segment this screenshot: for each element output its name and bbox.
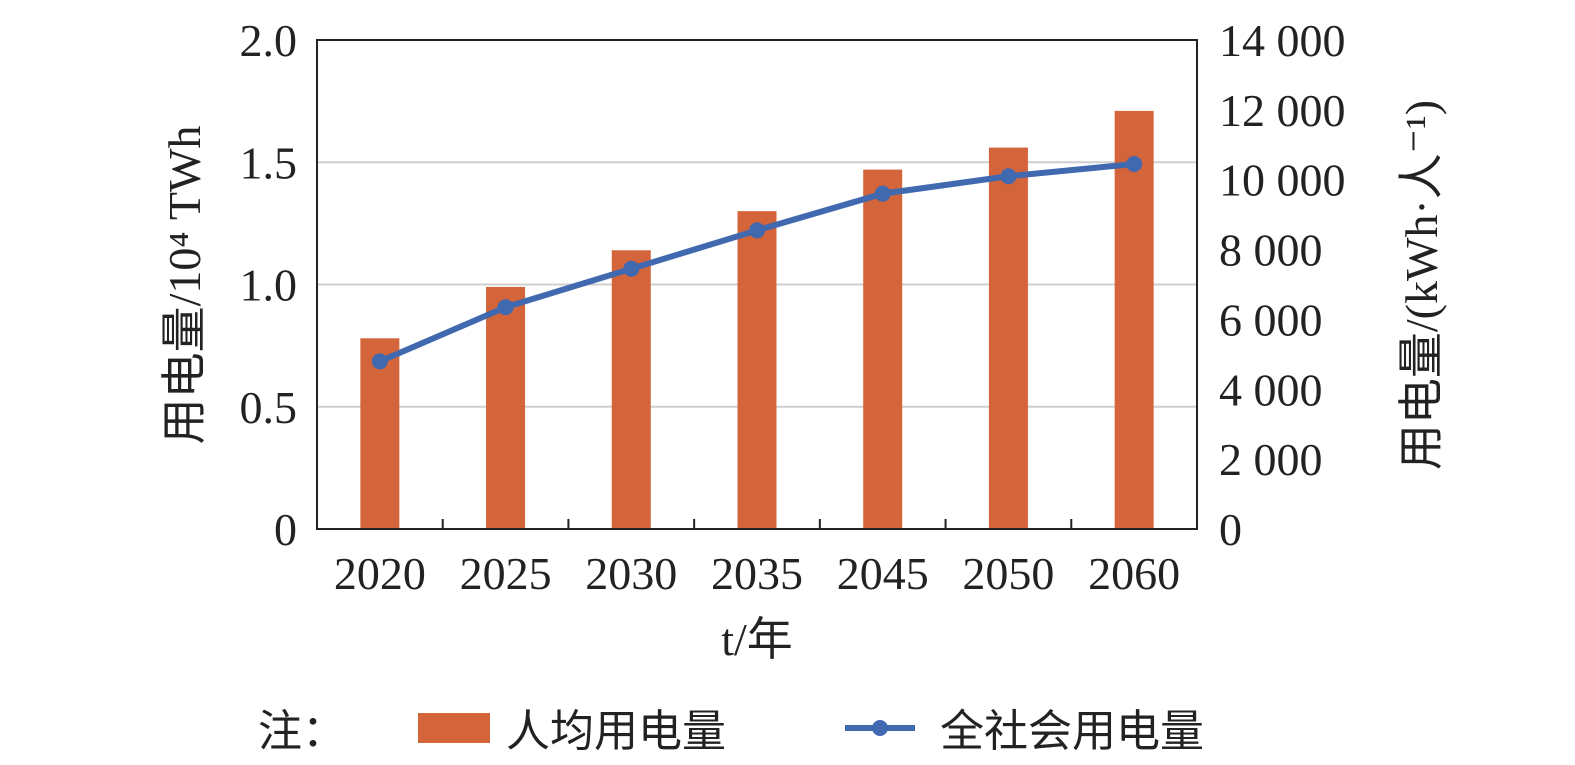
plot-frame	[316, 39, 1198, 530]
x-tick-label: 2030	[585, 548, 677, 599]
bar	[486, 286, 526, 529]
legend-swatch-marker	[872, 720, 888, 736]
bar	[863, 169, 903, 529]
legend: 注： 人均用电量 全社会用电量	[258, 707, 1204, 756]
y-left-tick-label: 1.5	[240, 137, 298, 188]
x-axis: 2020 2025 2030 2035 2045 2050 2060	[334, 548, 1180, 599]
legend-label-bar: 人均用电量	[506, 707, 726, 756]
line-series	[371, 155, 1143, 370]
y-left-tick-label: 0.5	[240, 382, 298, 433]
bar	[988, 147, 1028, 529]
y-right-tick-label: 2 000	[1219, 434, 1323, 485]
y-right-tick-label: 6 000	[1219, 294, 1323, 345]
x-tick-label: 2020	[334, 548, 426, 599]
y-left-tick-label: 0	[274, 504, 297, 555]
x-tick-label: 2045	[837, 548, 929, 599]
y-right-tick-label: 10 000	[1219, 155, 1346, 206]
line-point	[874, 185, 891, 202]
x-axis-title: t/年	[721, 614, 793, 665]
line-point	[1126, 155, 1143, 172]
bar-series	[360, 110, 1154, 529]
x-tick-label: 2050	[962, 548, 1054, 599]
bar	[360, 338, 400, 529]
legend-label-line: 全社会用电量	[940, 707, 1204, 756]
x-tick-label: 2035	[711, 548, 803, 599]
line-point	[623, 260, 640, 277]
x-tick-label: 2025	[460, 548, 552, 599]
y-axis-right-title: 用电量/(kWh·人⁻¹)	[1396, 100, 1447, 470]
y-right-tick-label: 0	[1219, 504, 1242, 555]
legend-prefix: 注：	[258, 707, 346, 756]
x-tick-label: 2060	[1088, 548, 1180, 599]
y-left-tick-label: 1.0	[240, 260, 298, 311]
line-point	[371, 353, 388, 370]
x-axis-ticks	[441, 519, 1073, 529]
y-left-tick-label: 2.0	[240, 15, 298, 66]
right-y-axis: 0 2 000 4 000 6 000 8 000 10 000 12 000 14 000	[1219, 15, 1346, 555]
y-right-tick-label: 14 000	[1219, 15, 1346, 66]
bar	[611, 250, 651, 529]
line-point	[497, 299, 514, 316]
legend-swatch-bar	[418, 713, 490, 743]
y-right-tick-label: 4 000	[1219, 364, 1323, 415]
y-right-tick-label: 8 000	[1219, 225, 1323, 276]
y-axis-left-title: 用电量/10⁴ TWh	[159, 126, 210, 445]
left-y-axis: 0 0.5 1.0 1.5 2.0	[240, 15, 298, 555]
bar	[1114, 110, 1154, 529]
bar	[737, 211, 777, 529]
y-right-tick-label: 12 000	[1219, 85, 1346, 136]
line-point	[1000, 168, 1017, 185]
line-point	[749, 222, 765, 239]
